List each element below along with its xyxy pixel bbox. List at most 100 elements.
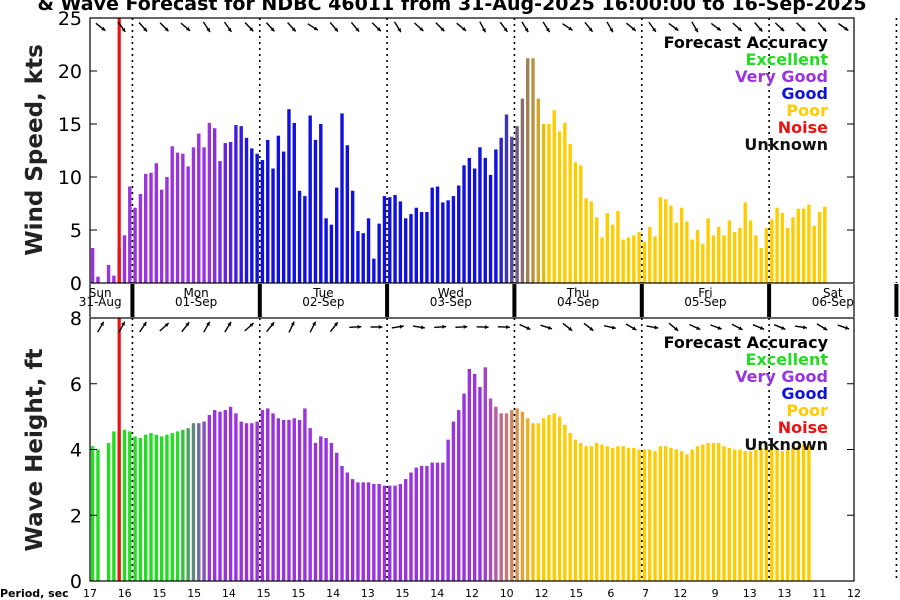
bar [462, 165, 466, 283]
bar [690, 449, 694, 581]
bar [600, 237, 604, 283]
legend-item: Good [781, 84, 828, 103]
bar [228, 406, 233, 581]
bar [594, 217, 599, 283]
bar [350, 190, 355, 283]
bar [297, 419, 302, 581]
direction-arrowhead [716, 26, 721, 31]
bar [313, 442, 318, 581]
day-separator-block [130, 284, 135, 317]
bar [393, 195, 397, 283]
direction-arrowhead [378, 325, 383, 329]
period-value: 16 [118, 587, 132, 600]
bar [658, 197, 663, 283]
bar [207, 414, 212, 581]
bar [759, 248, 763, 283]
legend-item: Poor [786, 101, 828, 120]
bar [414, 467, 418, 581]
bar [186, 428, 190, 581]
day-name-label: Sat [823, 286, 843, 300]
bar [372, 484, 376, 581]
bar [727, 220, 732, 283]
bar [499, 137, 503, 283]
bar [642, 241, 647, 283]
bar [510, 410, 514, 581]
bar [817, 211, 822, 283]
period-value: 14 [222, 587, 236, 600]
direction-arrowhead [121, 27, 126, 32]
bar [536, 98, 541, 283]
bar [785, 227, 790, 283]
y-tick-label: 0 [70, 571, 82, 593]
bar [807, 442, 811, 581]
bar [414, 207, 418, 283]
bar [690, 239, 694, 283]
bar [250, 148, 254, 283]
bar [138, 193, 143, 283]
direction-arrowhead [652, 27, 656, 32]
bar [335, 187, 339, 283]
bar [372, 258, 376, 283]
bar [552, 110, 556, 283]
direction-arrowhead [694, 28, 698, 33]
direction-arrowhead [249, 323, 254, 327]
direction-arrowhead [568, 326, 573, 331]
bar [579, 165, 583, 283]
period-value: 15 [187, 587, 201, 600]
bar [175, 152, 180, 283]
bar [345, 472, 350, 581]
bar [181, 153, 185, 283]
bar [573, 439, 578, 581]
bar [308, 428, 312, 581]
bar [430, 187, 434, 283]
direction-arrowhead [227, 27, 232, 32]
bar [181, 429, 185, 581]
bar [621, 446, 625, 581]
direction-arrowhead [101, 26, 106, 31]
bar [112, 431, 116, 581]
bar [409, 472, 413, 581]
bar [329, 224, 334, 283]
bar [743, 451, 747, 581]
bar [451, 196, 456, 283]
bar [218, 161, 222, 283]
bar [663, 446, 668, 581]
direction-arrowhead [376, 27, 381, 32]
legend-item: Excellent [746, 50, 829, 69]
period-value: 15 [257, 587, 271, 600]
bar [149, 172, 153, 283]
bar [96, 449, 100, 581]
bar [764, 227, 769, 283]
bar [223, 410, 227, 581]
legend-item: Noise [778, 118, 828, 137]
bar [488, 174, 493, 283]
period-value: 15 [153, 587, 167, 600]
bar [510, 136, 514, 283]
legend-item: Very Good [735, 367, 828, 386]
direction-arrowhead [631, 26, 636, 31]
legend-item: Good [781, 384, 828, 403]
bar [727, 447, 732, 581]
bar [165, 177, 169, 283]
period-value: 12 [535, 587, 549, 600]
bar [579, 442, 583, 581]
direction-arrowhead [674, 326, 679, 331]
bar [202, 421, 206, 581]
bar [494, 406, 498, 581]
bar [600, 444, 604, 581]
bar [239, 421, 243, 581]
bar [759, 447, 763, 581]
direction-arrows [96, 321, 850, 333]
legend-item: Very Good [735, 67, 828, 86]
day-separator-block [894, 284, 899, 317]
bar [202, 147, 206, 283]
bar [260, 160, 265, 283]
bar [526, 418, 530, 581]
direction-arrowhead [164, 27, 169, 32]
direction-arrowhead [291, 27, 296, 32]
bar [340, 113, 344, 284]
day-name-label: Wed [438, 286, 464, 300]
bar [128, 431, 132, 581]
bar [801, 208, 806, 283]
